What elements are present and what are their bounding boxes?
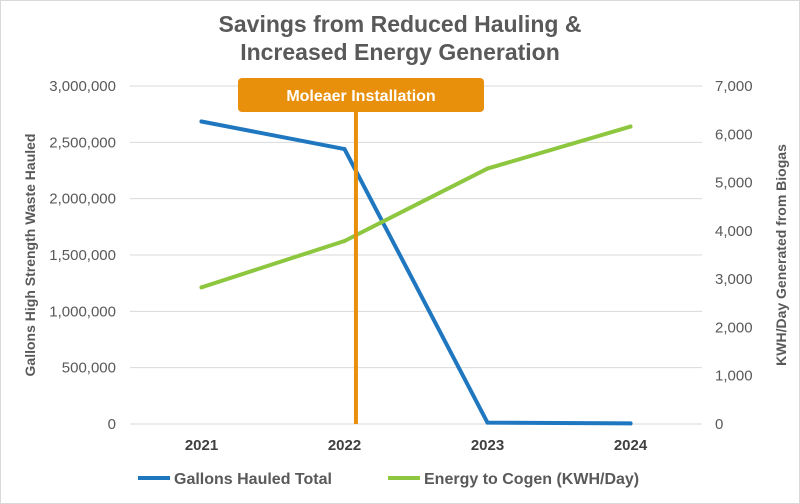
data-point — [485, 166, 490, 171]
legend-label: Gallons Hauled Total — [174, 471, 332, 488]
y2-tick-label: 7,000 — [715, 78, 753, 95]
y2-tick-label: 2,000 — [715, 319, 753, 336]
y2-axis-title: KWH/Day Generated from Biogas — [773, 144, 789, 366]
data-point — [199, 285, 204, 290]
x-tick-label: 2021 — [185, 437, 218, 454]
annotation-label: Moleaer Installation — [286, 88, 435, 105]
y2-tick-label: 0 — [715, 416, 723, 433]
series-line-gallons-hauled — [199, 119, 633, 426]
y-tick-label: 3,000,000 — [49, 78, 116, 95]
y-tick-label: 2,500,000 — [49, 134, 116, 151]
y-tick-label: 1,500,000 — [49, 247, 116, 264]
data-point — [628, 421, 633, 426]
data-point — [485, 420, 490, 425]
data-point — [199, 119, 204, 124]
y-tick-label: 500,000 — [62, 360, 116, 377]
series-line-energy-to-cogen — [199, 124, 633, 290]
y2-tick-label: 5,000 — [715, 175, 753, 192]
y-tick-label: 2,000,000 — [49, 191, 116, 208]
data-point — [342, 147, 347, 152]
y-tick-label: 1,000,000 — [49, 303, 116, 320]
y-axis-title: Gallons High Strength Waste Hauled — [22, 134, 38, 377]
data-point — [342, 238, 347, 243]
y2-tick-label: 1,000 — [715, 368, 753, 385]
y2-tick-label: 6,000 — [715, 126, 753, 143]
legend-label: Energy to Cogen (KWH/Day) — [424, 471, 639, 488]
chart-title-line2: Increased Energy Generation — [240, 39, 560, 65]
x-tick-label: 2023 — [471, 437, 504, 454]
x-tick-label: 2024 — [614, 437, 648, 454]
y2-tick-label: 4,000 — [715, 223, 753, 240]
x-tick-label: 2022 — [328, 437, 361, 454]
y-tick-label: 0 — [108, 416, 116, 433]
data-point — [628, 124, 633, 129]
y2-tick-label: 3,000 — [715, 271, 753, 288]
chart-title-line1: Savings from Reduced Hauling & — [219, 11, 582, 37]
annotation-box — [238, 78, 484, 112]
